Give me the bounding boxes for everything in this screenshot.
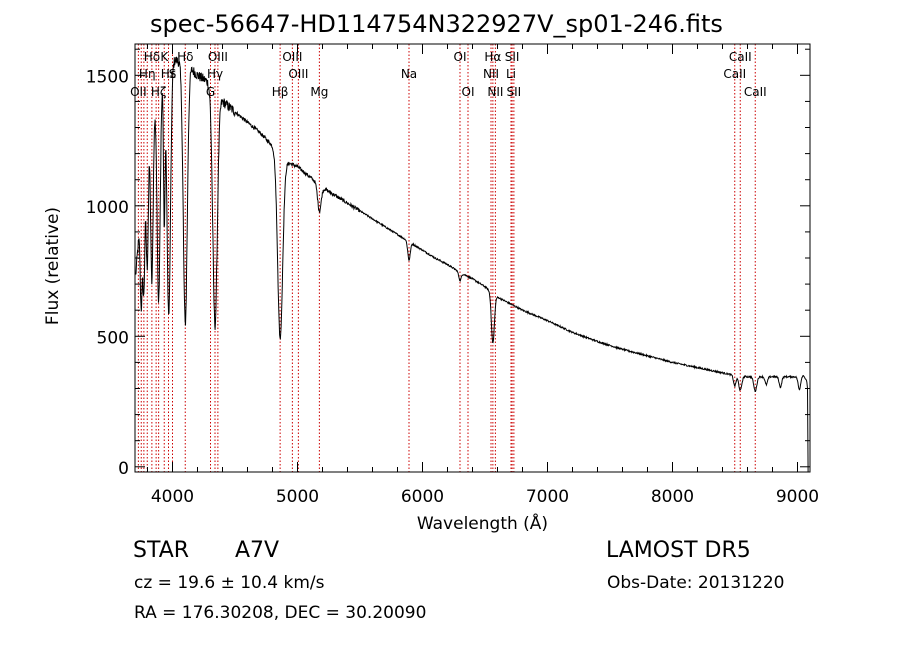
y-axis-label: Flux (relative)	[43, 207, 63, 325]
line-marker-label: Hα	[484, 50, 501, 64]
line-marker-label: K	[160, 50, 169, 64]
obs-date-label: Obs-Date: 20131220	[607, 573, 785, 593]
line-marker-label: CaII	[729, 50, 752, 64]
y-tick-label: 1500	[86, 67, 129, 87]
line-marker-label: OI	[462, 85, 475, 99]
x-tick-label: 6000	[401, 487, 444, 507]
coordinates-label: RA = 176.30208, DEC = 30.20090	[134, 603, 427, 623]
line-marker-label: SII	[505, 50, 520, 64]
line-marker-label: OI	[454, 50, 467, 64]
x-tick-label: 5000	[276, 487, 319, 507]
line-marker-label: Hδ	[144, 50, 160, 64]
line-marker-label: NII	[483, 67, 499, 81]
plot-frame	[134, 43, 811, 473]
y-tick-label: 1000	[86, 198, 129, 218]
line-marker-label: SII	[507, 85, 522, 99]
line-marker-label: G	[206, 85, 215, 99]
object-class: STAR	[133, 538, 190, 563]
line-marker-label: Mg	[310, 85, 328, 99]
survey-label: LAMOST DR5	[606, 538, 751, 563]
y-tick-label: 500	[97, 328, 129, 348]
line-marker-label: CaII	[744, 85, 767, 99]
line-marker-label: OIII	[288, 67, 308, 81]
line-marker-label: CaII	[723, 67, 746, 81]
spectrum-layer	[135, 56, 809, 473]
line-marker-label: Hζ	[151, 85, 167, 99]
spectral-subclass: A7V	[235, 538, 280, 563]
axis-ticks-layer	[135, 44, 810, 472]
line-marker-label: Hβ	[272, 85, 289, 99]
line-marker-label: Hε	[161, 67, 177, 81]
line-marker-label: OII	[130, 85, 147, 99]
line-marker-label: OIII	[208, 50, 228, 64]
line-marker-labels-layer: OIIHηHδHζKHεSHδGHγOIIIHβOIIIOIIIMgNaOIOI…	[130, 50, 767, 99]
x-tick-label: 8000	[651, 487, 694, 507]
chart-title: spec-56647-HD114754N322927V_sp01-246.fit…	[150, 10, 723, 38]
spectrum-line	[135, 56, 809, 473]
y-tick-label: 0	[118, 459, 129, 479]
line-marker-label: S	[169, 67, 177, 81]
line-marker-label: Hγ	[207, 67, 223, 81]
redshift-label: cz = 19.6 ± 10.4 km/s	[134, 573, 325, 593]
line-marker-label: OIII	[282, 50, 302, 64]
axis-labels-layer: 4000 5000 6000 7000 8000 9000 0 500 1000 1500 Wave…	[43, 67, 819, 534]
line-markers-layer	[137, 44, 756, 472]
x-axis-label: Wavelength (Å)	[417, 512, 548, 534]
line-marker-label: Li	[506, 67, 516, 81]
x-tick-label: 7000	[526, 487, 569, 507]
line-marker-label: Hη	[139, 67, 156, 81]
line-marker-label: NII	[487, 85, 503, 99]
x-tick-label: 4000	[151, 487, 194, 507]
line-marker-label: Hδ	[177, 50, 193, 64]
x-tick-label: 9000	[776, 487, 819, 507]
line-marker-label: Na	[401, 67, 417, 81]
